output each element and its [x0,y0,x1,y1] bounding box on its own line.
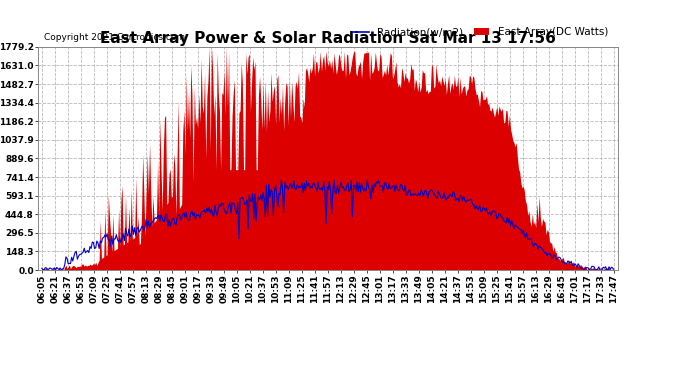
Text: Copyright 2021 Cartronics.com: Copyright 2021 Cartronics.com [43,33,185,42]
Title: East Array Power & Solar Radiation Sat Mar 13 17:56: East Array Power & Solar Radiation Sat M… [100,31,555,46]
Legend: Radiation(w/m2), East Array(DC Watts): Radiation(w/m2), East Array(DC Watts) [349,23,612,41]
